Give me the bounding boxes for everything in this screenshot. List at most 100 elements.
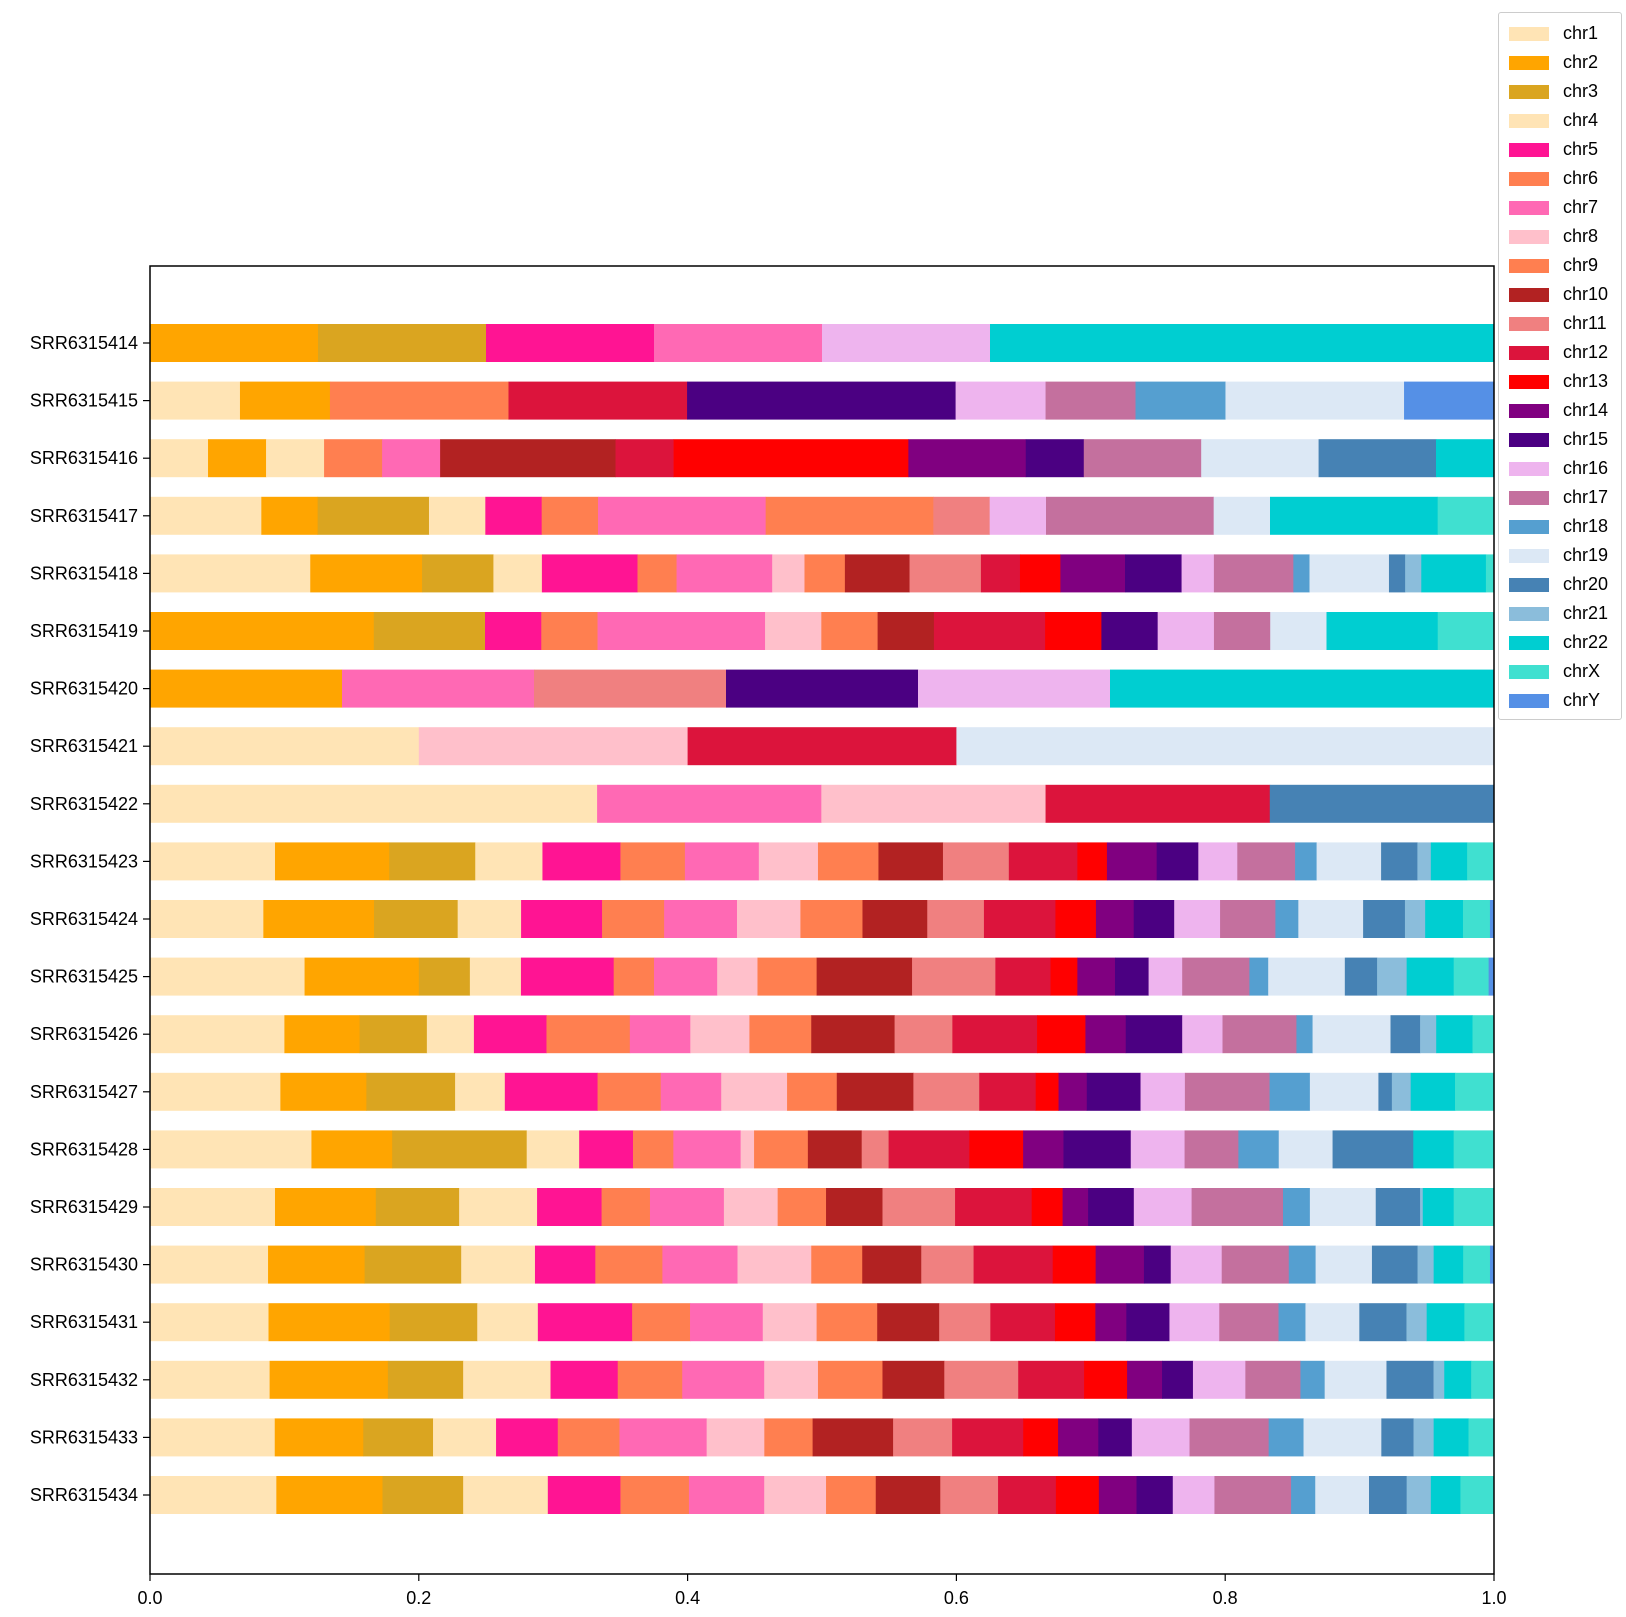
bar-segment-SRR6315428-chr17 — [1184, 1130, 1239, 1169]
bar-segment-SRR6315417-chr19 — [1213, 496, 1271, 535]
bar-segment-SRR6315426-chr14 — [1085, 1015, 1127, 1054]
bar-segment-SRR6315423-chr19 — [1316, 842, 1382, 881]
bar-segment-SRR6315419-chr12 — [933, 612, 1046, 650]
bar-segment-SRR6315424-chr15 — [1133, 900, 1175, 938]
bar-segment-SRR6315426-chr16 — [1182, 1015, 1223, 1054]
bar-segment-SRR6315419-chr16 — [1157, 612, 1215, 650]
bar-segment-SRR6315430-chr15 — [1143, 1245, 1172, 1284]
bar-segment-SRR6315432-chr3 — [387, 1360, 464, 1399]
bar-segment-SRR6315431-chr6 — [632, 1303, 691, 1342]
bar-segment-SRR6315431-chr4 — [477, 1303, 539, 1342]
bar-segment-SRR6315425-chr7 — [654, 957, 718, 996]
bar-segment-SRR6315433-chr7 — [619, 1418, 708, 1457]
bar-segment-SRR6315429-chr21 — [1420, 1188, 1424, 1226]
bar-segment-SRR6315422-chr7 — [597, 784, 822, 823]
bar-segment-SRR6315429-chr13 — [1031, 1188, 1063, 1226]
legend-label: chr4 — [1563, 110, 1599, 130]
bar-segment-SRR6315418-chr10 — [844, 554, 910, 593]
bar-segment-SRR6315419-chr6 — [541, 612, 598, 650]
bar-segment-SRR6315416-chr13 — [673, 439, 909, 478]
bar-segment-SRR6315427-chr10 — [836, 1072, 914, 1111]
bar-segment-SRR6315427-chr7 — [660, 1072, 722, 1111]
legend-item-chr10: chr10 — [1499, 280, 1621, 309]
bar-segment-SRR6315433-chr3 — [363, 1418, 434, 1457]
bar-segment-SRR6315419-chr22 — [1326, 612, 1439, 650]
bar-segment-SRR6315416-chr2 — [208, 439, 267, 478]
bar-segment-SRR6315415-chr1 — [150, 381, 241, 420]
legend-item-chr17: chr17 — [1499, 483, 1621, 512]
bar-segment-SRR6315431-chr20 — [1359, 1303, 1407, 1342]
bar-segment-SRR6315424-chr9 — [800, 900, 863, 938]
bar-segment-SRR6315423-chr11 — [942, 842, 1010, 881]
bar-segment-SRR6315433-chr10 — [812, 1418, 894, 1457]
bar-segment-SRR6315422-chr12 — [1045, 784, 1271, 823]
bar-segment-SRR6315427-chr21 — [1391, 1072, 1412, 1111]
y-tick-label: SRR6315431 — [30, 1312, 138, 1332]
bar-segment-SRR6315430-chr5 — [534, 1245, 596, 1284]
bar-segment-SRR6315415-chr6 — [329, 381, 509, 420]
y-tick-label: SRR6315425 — [30, 967, 138, 987]
bar-segment-SRR6315424-chr18 — [1275, 900, 1299, 938]
bar-segment-SRR6315421-chr1 — [150, 727, 420, 766]
bar-segment-SRR6315431-chrX — [1464, 1303, 1495, 1342]
y-tick-label: SRR6315430 — [30, 1255, 138, 1275]
bar-segment-SRR6315430-chrX — [1463, 1245, 1491, 1284]
bar-segment-SRR6315428-chr18 — [1238, 1130, 1280, 1169]
bar-segment-SRR6315414-chr2 — [150, 324, 319, 362]
bar-segment-SRR6315434-chr17 — [1214, 1476, 1292, 1514]
bar-segment-SRR6315432-chr5 — [550, 1360, 619, 1399]
bar-segment-SRR6315432-chr15 — [1162, 1360, 1194, 1399]
bar-segment-SRR6315426-chr20 — [1390, 1015, 1421, 1054]
bar-segment-SRR6315420-chr16 — [918, 669, 1111, 708]
bar-segment-SRR6315425-chr20 — [1344, 957, 1378, 996]
bar-segment-SRR6315433-chr12 — [952, 1418, 1024, 1457]
bar-segment-SRR6315429-chr15 — [1088, 1188, 1135, 1226]
bar-segment-SRR6315425-chr3 — [418, 957, 471, 996]
bar-segment-SRR6315415-chr16 — [955, 381, 1046, 420]
bar-segment-SRR6315431-chr10 — [877, 1303, 940, 1342]
bar-segment-SRR6315420-chr15 — [726, 669, 919, 708]
bar-segment-SRR6315431-chr18 — [1278, 1303, 1306, 1342]
bar-segment-SRR6315429-chrX — [1453, 1188, 1495, 1226]
bar-segment-SRR6315431-chr8 — [762, 1303, 818, 1342]
bar-segment-SRR6315425-chr17 — [1182, 957, 1250, 996]
bar-segment-SRR6315431-chr14 — [1095, 1303, 1127, 1342]
bar-segment-SRR6315415-chr19 — [1225, 381, 1405, 420]
bar-segment-SRR6315432-chr1 — [150, 1360, 271, 1399]
bar-segment-SRR6315414-chr3 — [318, 324, 487, 362]
legend-label: chr16 — [1563, 458, 1609, 478]
bar-segment-SRR6315430-chr9 — [811, 1245, 863, 1284]
bar-segment-SRR6315431-chr5 — [537, 1303, 633, 1342]
bar-segment-SRR6315424-chr16 — [1174, 900, 1221, 938]
plot-frame — [149, 265, 1495, 1575]
bar-segment-SRR6315425-chr19 — [1268, 957, 1346, 996]
legend-item-chr14: chr14 — [1499, 396, 1621, 425]
bar-segment-SRR6315428-chr3 — [392, 1130, 528, 1169]
bar-segment-SRR6315431-chr12 — [990, 1303, 1056, 1342]
bar-segment-SRR6315432-chr22 — [1444, 1360, 1472, 1399]
legend-item-chrY: chrY — [1499, 686, 1621, 715]
y-tick-label: SRR6315432 — [30, 1370, 138, 1390]
bar-segment-SRR6315414-chr16 — [822, 324, 991, 362]
bar-segment-SRR6315418-chr15 — [1125, 554, 1182, 593]
bar-segment-SRR6315429-chr11 — [882, 1188, 956, 1226]
bar-segment-SRR6315424-chr21 — [1404, 900, 1426, 938]
bar-segment-SRR6315430-chr21 — [1417, 1245, 1435, 1284]
bar-segment-SRR6315423-chr8 — [758, 842, 819, 881]
legend-label: chr22 — [1563, 632, 1609, 652]
bar-segment-SRR6315416-chr14 — [908, 439, 1027, 478]
bar-segment-SRR6315424-chr13 — [1055, 900, 1097, 938]
bar-segment-SRR6315425-chr5 — [520, 957, 615, 996]
bar-segment-SRR6315416-chr17 — [1083, 439, 1202, 478]
legend-label: chr13 — [1563, 371, 1609, 391]
bar-segment-SRR6315418-chr12 — [980, 554, 1021, 593]
bar-segment-SRR6315424-chr20 — [1363, 900, 1406, 938]
bar-segment-SRR6315427-chr19 — [1309, 1072, 1379, 1111]
bar-segment-SRR6315433-chr20 — [1381, 1418, 1414, 1457]
bar-segment-SRR6315417-chr11 — [933, 496, 991, 535]
bar-segment-SRR6315424-chr7 — [664, 900, 738, 938]
bar-segment-SRR6315431-chr11 — [939, 1303, 991, 1342]
bar-segment-SRR6315416-chr7 — [382, 439, 441, 478]
legend-swatch — [1509, 113, 1549, 128]
legend-swatch — [1509, 26, 1549, 41]
